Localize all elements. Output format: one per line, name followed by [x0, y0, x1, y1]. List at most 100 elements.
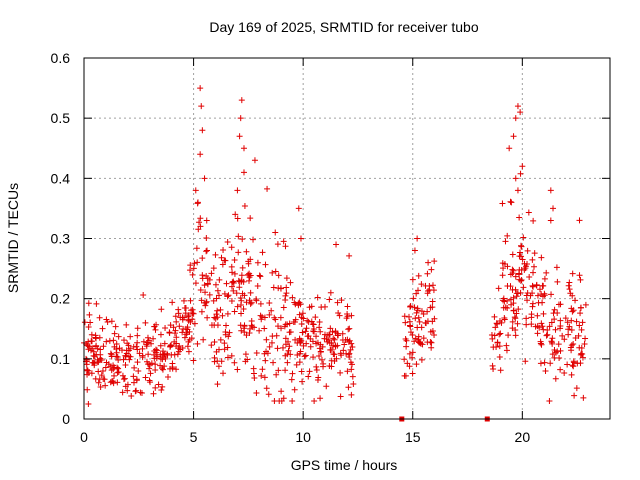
data-point [549, 351, 556, 358]
data-point [313, 363, 320, 370]
data-point [224, 239, 231, 246]
data-point [569, 270, 576, 277]
data-point [159, 366, 166, 373]
data-point [415, 314, 422, 321]
data-point [330, 335, 337, 342]
data-point [293, 361, 300, 368]
data-point [193, 245, 200, 252]
data-point [564, 361, 571, 368]
data-point [208, 322, 215, 329]
data-point [549, 340, 556, 347]
data-point [233, 290, 240, 297]
data-point [345, 326, 352, 333]
data-point [258, 316, 265, 323]
data-point [133, 387, 140, 394]
data-point [568, 347, 575, 354]
data-point [570, 363, 577, 370]
data-point [223, 322, 230, 329]
data-point [266, 311, 273, 318]
y-tick-label: 0 [62, 411, 70, 427]
data-point [213, 295, 220, 302]
data-point [414, 287, 421, 294]
data-point [155, 381, 162, 388]
data-point [230, 278, 237, 285]
data-point [284, 338, 291, 345]
data-point [522, 358, 529, 365]
data-point [507, 198, 514, 205]
chart-title: Day 169 of 2025, SRMTID for receiver tub… [209, 19, 478, 35]
data-point [221, 290, 228, 297]
data-point [551, 347, 558, 354]
data-point [110, 380, 117, 387]
data-point [582, 301, 589, 308]
data-point [524, 290, 531, 297]
data-point [282, 292, 289, 299]
data-point [85, 338, 92, 345]
y-tick-label: 0.3 [51, 231, 71, 247]
data-point [89, 345, 96, 352]
data-point [215, 363, 222, 370]
data-point [431, 258, 438, 265]
data-point [401, 313, 408, 320]
data-point [299, 329, 306, 336]
data-point [287, 328, 294, 335]
data-point [407, 329, 414, 336]
data-point [333, 355, 340, 362]
data-point [317, 328, 324, 335]
data-point [552, 349, 559, 356]
data-point [302, 352, 309, 359]
data-point [340, 347, 347, 354]
data-point [332, 343, 339, 350]
data-point [203, 248, 210, 255]
data-point [543, 269, 550, 276]
data-point [213, 311, 220, 318]
data-point [519, 163, 526, 170]
data-point [237, 301, 244, 308]
data-point [206, 276, 213, 283]
data-point [134, 346, 141, 353]
data-point [275, 367, 282, 374]
data-point [238, 97, 245, 104]
axis-tick-labels: 0 0.1 0.2 0.3 0.4 0.5 0.6 0 5 10 15 20 [51, 50, 531, 445]
data-point [526, 273, 533, 280]
data-point [211, 339, 218, 346]
data-point [428, 339, 435, 346]
data-point [96, 376, 103, 383]
data-point [239, 264, 246, 271]
data-point [565, 282, 572, 289]
data-point [315, 374, 322, 381]
data-point [312, 314, 319, 321]
data-point [529, 256, 536, 263]
data-point [429, 328, 436, 335]
data-point [175, 348, 182, 355]
data-point [561, 336, 568, 343]
data-point [237, 294, 244, 301]
data-point [522, 265, 529, 272]
data-point [85, 400, 92, 407]
data-point [197, 85, 204, 92]
data-point [309, 338, 316, 345]
data-point [81, 319, 88, 326]
data-point [142, 319, 149, 326]
data-point [147, 370, 154, 377]
data-point [496, 354, 503, 361]
data-point [512, 315, 519, 322]
data-point [121, 337, 128, 344]
data-point [160, 354, 167, 361]
data-point [307, 343, 314, 350]
data-point [547, 217, 554, 224]
data-point [504, 283, 511, 290]
data-point [110, 365, 117, 372]
data-point [299, 310, 306, 317]
data-point [288, 376, 295, 383]
x-tick-label: 15 [405, 429, 421, 445]
data-point [199, 272, 206, 279]
data-point [538, 254, 545, 261]
data-point [169, 360, 176, 367]
data-point [262, 357, 269, 364]
data-point [93, 351, 100, 358]
data-point [187, 262, 194, 269]
data-point [405, 313, 412, 320]
data-point [237, 115, 244, 122]
data-point [158, 306, 165, 313]
